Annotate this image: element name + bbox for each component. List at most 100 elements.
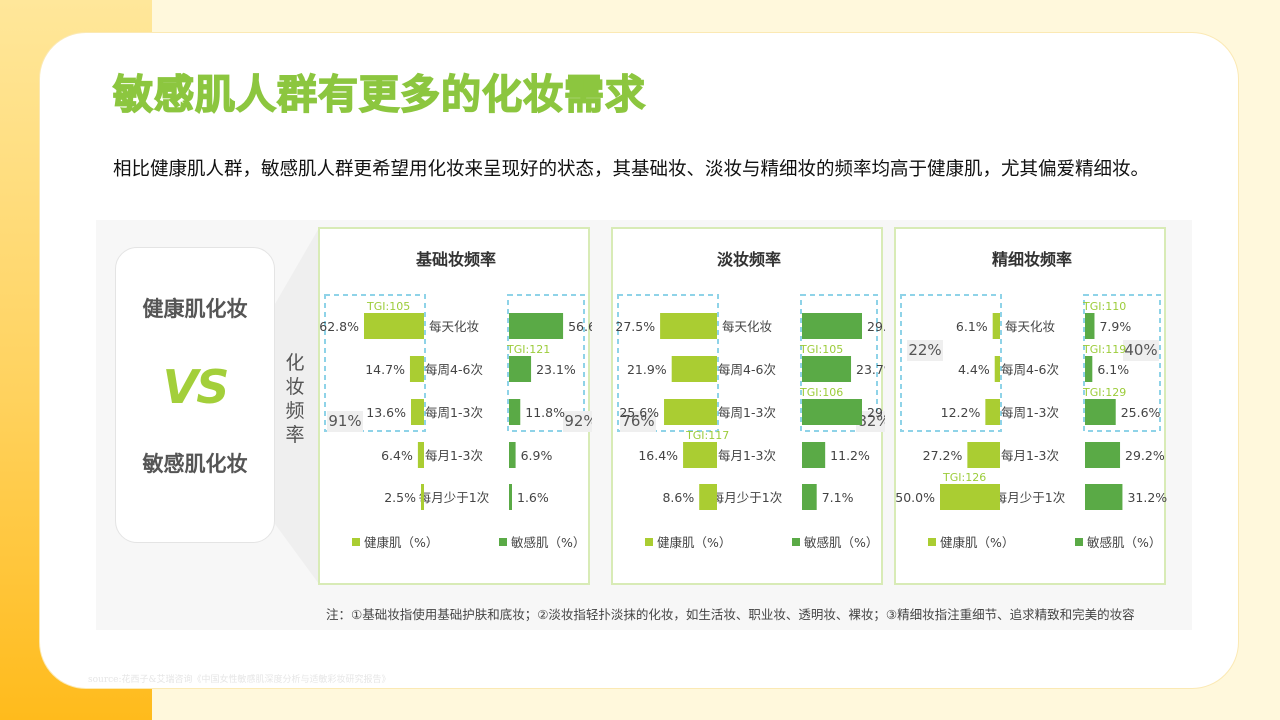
bar-sensitive xyxy=(509,356,532,382)
tgi-label: TGI:110 xyxy=(1082,300,1126,313)
category-label: 每周4-6次 xyxy=(1001,362,1059,377)
tgi-label: TGI:117 xyxy=(685,429,729,442)
category-label: 每周1-3次 xyxy=(425,405,483,420)
panel-light-makeup: 淡妆频率 76% 82% 每天化妆 27.5% 29.0% 每周4-6次 21.9% 23.7%… xyxy=(611,227,885,585)
bar-sensitive xyxy=(509,442,516,468)
bar-sensitive xyxy=(802,313,862,339)
panel-basic-makeup: 基础妆频率 91% 92% 每天化妆 62.8% 56.6% 每周4-6次 14.7% 23.1… xyxy=(318,227,592,585)
value-label-healthy: 27.5% xyxy=(615,319,655,334)
category-label: 每月少于1次 xyxy=(995,490,1065,505)
group-box-healthy xyxy=(324,294,426,432)
bar-sensitive xyxy=(1085,356,1093,382)
category-label: 每月少于1次 xyxy=(712,490,782,505)
value-label-sensitive: 31.2% xyxy=(1127,490,1167,505)
group-total-healthy: 76% xyxy=(621,412,654,430)
value-label-sensitive: 7.9% xyxy=(1099,319,1131,334)
footnote: 注：①基础妆指使用基础护肤和底妆；②淡妆指轻扑淡抹的化妆，如生活妆、职业妆、透明… xyxy=(326,607,1135,622)
value-label-sensitive: 11.8% xyxy=(525,405,565,420)
legend-swatch-sensitive xyxy=(499,538,507,546)
value-label-healthy: 6.4% xyxy=(381,448,413,463)
tgi-label: TGI:119 xyxy=(1082,343,1126,356)
bar-sensitive xyxy=(802,356,852,382)
bar-healthy xyxy=(409,356,424,382)
group-total-sensitive: 82% xyxy=(857,412,885,430)
bar-healthy xyxy=(364,313,424,339)
bar-healthy xyxy=(940,484,1000,510)
value-label-healthy: 62.8% xyxy=(320,319,359,334)
bar-healthy xyxy=(411,399,424,425)
group-total-healthy: 22% xyxy=(908,341,941,359)
connector-shape xyxy=(275,228,319,584)
category-label: 每天化妆 xyxy=(1005,319,1055,334)
value-label-healthy: 14.7% xyxy=(365,362,405,377)
comparison-card: 健康肌化妆 VS 敏感肌化妆 xyxy=(115,247,275,543)
legend-healthy: 健康肌（%） xyxy=(940,535,1014,550)
total-bg-healthy xyxy=(327,411,363,432)
tgi-label: TGI:106 xyxy=(799,386,843,399)
group-box-sensitive xyxy=(800,294,878,432)
value-label-healthy: 27.2% xyxy=(923,448,963,463)
group-total-healthy: 91% xyxy=(328,412,361,430)
value-label-sensitive: 6.9% xyxy=(521,448,553,463)
category-label: 每周4-6次 xyxy=(718,362,776,377)
category-label: 每周1-3次 xyxy=(1001,405,1059,420)
bar-sensitive xyxy=(1085,313,1095,339)
value-label-sensitive: 23.7% xyxy=(856,362,885,377)
category-label: 每天化妆 xyxy=(429,319,479,334)
total-bg-sensitive xyxy=(1123,340,1159,361)
healthy-makeup-label: 健康肌化妆 xyxy=(142,297,248,321)
group-box-sensitive xyxy=(507,294,585,432)
source-note: source:花西子&艾瑞咨询《中国女性敏感肌深度分析与适敏彩妆研究报告》 xyxy=(88,675,391,685)
value-label-sensitive: 56.6% xyxy=(568,319,592,334)
total-bg-healthy xyxy=(620,411,656,432)
legend-swatch-healthy xyxy=(352,538,360,546)
bar-sensitive xyxy=(509,313,564,339)
value-label-healthy: 4.4% xyxy=(958,362,990,377)
value-label-healthy: 12.2% xyxy=(941,405,981,420)
tgi-label: TGI:121 xyxy=(506,343,550,356)
value-label-healthy: 16.4% xyxy=(638,448,678,463)
total-bg-sensitive xyxy=(563,411,592,432)
group-total-sensitive: 92% xyxy=(564,412,592,430)
bar-sensitive xyxy=(802,484,817,510)
bar-sensitive xyxy=(1085,484,1123,510)
chart-title: 精细妆频率 xyxy=(992,250,1072,269)
category-label: 每月1-3次 xyxy=(1001,448,1059,463)
group-box-healthy xyxy=(617,294,719,432)
chart-light-makeup: 淡妆频率 76% 82% 每天化妆 27.5% 29.0% 每周4-6次 21.9% 23.7%… xyxy=(615,250,885,550)
group-total-sensitive: 40% xyxy=(1124,341,1157,359)
bar-sensitive xyxy=(1085,399,1116,425)
vs-label: VS xyxy=(162,360,230,414)
legend-sensitive: 敏感肌（%） xyxy=(511,535,585,550)
category-label: 每天化妆 xyxy=(722,319,772,334)
bar-healthy xyxy=(683,442,717,468)
value-label-sensitive: 7.1% xyxy=(822,490,854,505)
bar-healthy xyxy=(994,356,1000,382)
category-label: 每月1-3次 xyxy=(718,448,776,463)
group-box-sensitive xyxy=(1083,294,1161,432)
chart-basic-makeup: 基础妆频率 91% 92% 每天化妆 62.8% 56.6% 每周4-6次 14.7% 23.1… xyxy=(320,250,592,550)
bar-healthy xyxy=(664,399,717,425)
tgi-label: TGI:126 xyxy=(942,471,986,484)
bar-healthy xyxy=(985,399,1000,425)
chart-title: 淡妆频率 xyxy=(717,250,781,269)
tgi-label: TGI:105 xyxy=(799,343,843,356)
group-box-healthy xyxy=(900,294,1002,432)
value-label-healthy: 13.6% xyxy=(366,405,406,420)
value-label-sensitive: 25.6% xyxy=(1121,405,1161,420)
category-label: 每月1-3次 xyxy=(425,448,483,463)
category-label: 每周1-3次 xyxy=(718,405,776,420)
page-title: 敏感肌人群有更多的化妆需求 xyxy=(112,71,646,119)
bar-healthy xyxy=(660,313,717,339)
page-subtitle: 相比健康肌人群，敏感肌人群更希望用化妆来呈现好的状态，其基础妆、淡妆与精细妆的频… xyxy=(113,159,1150,180)
value-label-healthy: 6.1% xyxy=(956,319,988,334)
bar-sensitive xyxy=(1085,442,1121,468)
value-label-healthy: 21.9% xyxy=(627,362,667,377)
value-label-sensitive: 23.1% xyxy=(536,362,576,377)
value-label-sensitive: 29.0% xyxy=(867,319,885,334)
legend-swatch-healthy xyxy=(645,538,653,546)
total-bg-healthy xyxy=(907,340,943,361)
chart-detailed-makeup: 精细妆频率 22% 40% 每天化妆 6.1% 7.9% 每周4-6次 4.4% 6.1% 每周1… xyxy=(896,250,1167,550)
bar-sensitive xyxy=(509,484,512,510)
value-label-healthy: 2.5% xyxy=(384,490,416,505)
